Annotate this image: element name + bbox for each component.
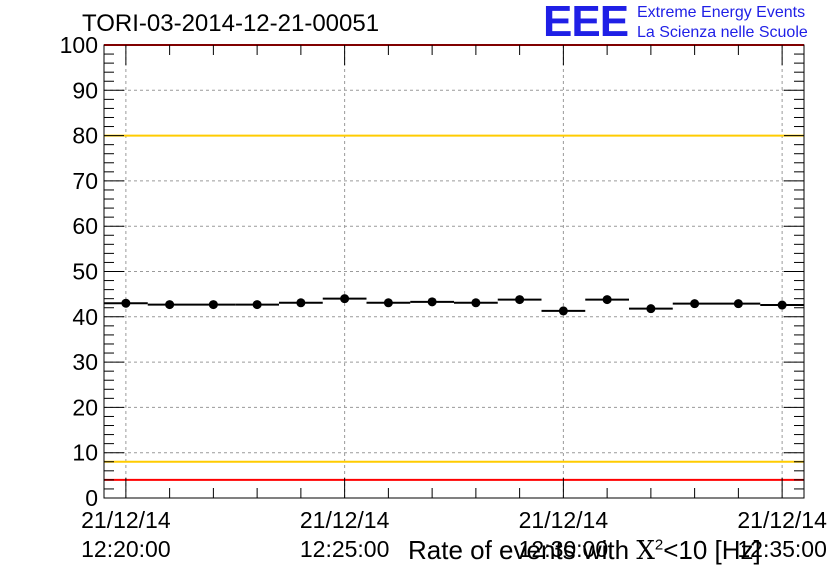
logo-line-2: La Scienza nelle Scuole [637, 24, 808, 41]
grid [104, 45, 804, 498]
y-tick-label: 100 [60, 32, 98, 58]
axis-title-sup: 2 [654, 536, 664, 554]
x-tick-label-date: 21/12/14 [300, 507, 390, 533]
data-point [733, 299, 743, 309]
data-point [515, 295, 525, 305]
data-point [602, 295, 612, 305]
data-point [252, 300, 262, 310]
eee-logo-mark: EEE [543, 0, 629, 46]
data-point [165, 300, 175, 310]
x-tick-label-date: 21/12/14 [81, 507, 171, 533]
x-tick-label-date: 21/12/14 [519, 507, 609, 533]
data-point [646, 304, 656, 314]
x-tick-label-date: 21/12/14 [737, 507, 827, 533]
chart-title: TORI-03-2014-12-21-00051 [82, 10, 380, 37]
y-tick-label: 10 [72, 440, 98, 466]
eee-logo: EEE Extreme Energy Events La Scienza nel… [543, 0, 833, 46]
data-point [383, 298, 393, 308]
data-point [121, 298, 131, 308]
axis-title-chi: X [636, 536, 655, 566]
data-point [777, 300, 787, 310]
axis-title: Rate of events with X2<10 [Hz] [408, 535, 761, 566]
y-tick-label: 40 [72, 304, 98, 330]
y-tick-label: 20 [72, 394, 98, 420]
data-point [340, 294, 350, 304]
data-point [471, 298, 481, 308]
axes: 010203040506070809010021/12/1412:20:0021… [60, 32, 827, 562]
data-point [427, 297, 437, 307]
y-tick-label: 30 [72, 349, 98, 375]
y-tick-label: 80 [72, 123, 98, 149]
x-tick-label-time: 12:35:00 [737, 536, 827, 562]
axis-title-suffix: <10 [Hz] [663, 535, 761, 565]
axis-title-prefix: Rate of events with [408, 535, 637, 565]
y-tick-label: 50 [72, 259, 98, 285]
data-point [690, 299, 700, 309]
y-tick-label: 70 [72, 168, 98, 194]
y-tick-label: 0 [85, 485, 98, 511]
y-tick-label: 60 [72, 213, 98, 239]
reference-lines [104, 44, 804, 481]
data-point [208, 300, 218, 310]
x-tick-label-time: 12:25:00 [300, 536, 390, 562]
data-points [104, 294, 804, 316]
y-tick-label: 90 [72, 77, 98, 103]
data-point [558, 306, 568, 316]
logo-line-1: Extreme Energy Events [637, 4, 806, 21]
x-tick-label-time: 12:30:00 [519, 536, 609, 562]
data-point [296, 298, 306, 308]
x-tick-label-time: 12:20:00 [81, 536, 171, 562]
